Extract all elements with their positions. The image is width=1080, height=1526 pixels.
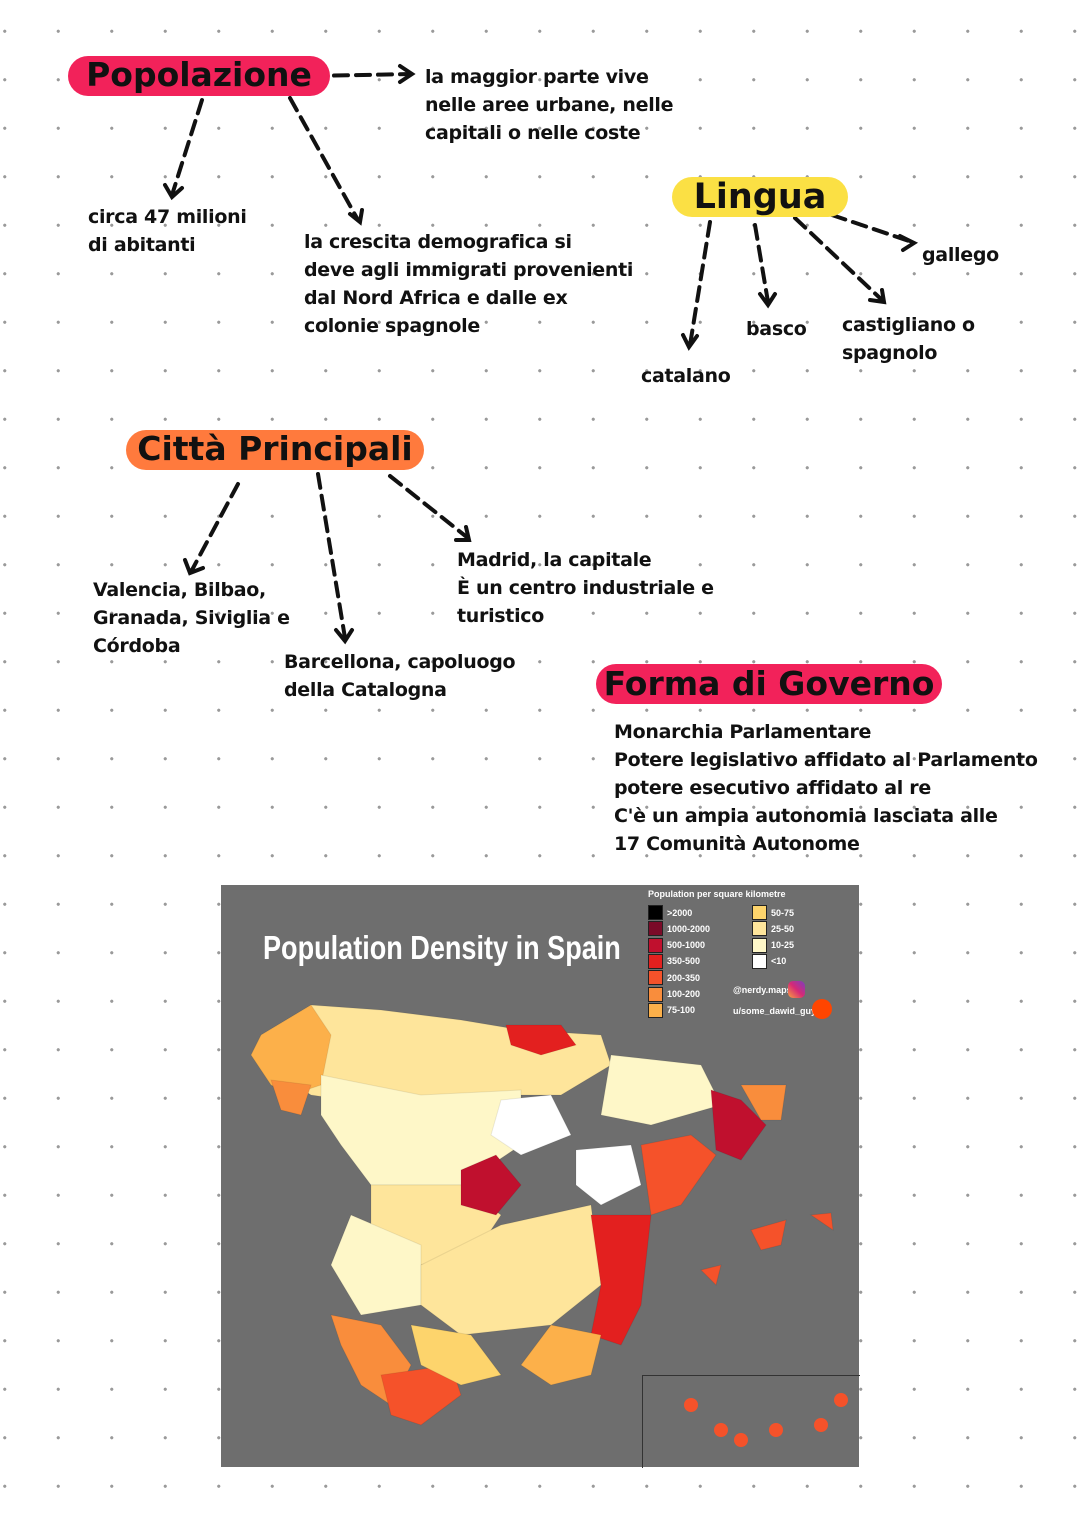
- map-region: [750, 1219, 787, 1251]
- connector-arrows: [163, 64, 919, 645]
- legend-label: 100-200: [667, 989, 701, 999]
- governo-line: Monarchia Parlamentare: [614, 721, 872, 743]
- legend-swatch: [752, 937, 767, 953]
- legend-item: <10: [752, 953, 787, 969]
- legend-item: 50-75: [752, 905, 794, 920]
- instagram-icon: [788, 981, 805, 998]
- lingua-gallego: gallego: [922, 244, 999, 266]
- map-region: [600, 1054, 722, 1126]
- legend-swatch: [752, 921, 767, 937]
- legend-item: 1000-2000: [648, 921, 711, 937]
- map-region: [640, 1134, 717, 1216]
- map-region: [460, 1154, 522, 1216]
- note-demographic-growth: la crescita demografica si deve agli imm…: [304, 231, 634, 337]
- spain-map-regions: [250, 1004, 848, 1447]
- legend-swatch: [648, 986, 663, 1002]
- map-region: [590, 1214, 652, 1346]
- legend-swatch: [648, 937, 663, 953]
- canary-inset-frame: [642, 1375, 860, 1468]
- legend-label: <10: [771, 956, 787, 967]
- map-region: [505, 1024, 577, 1056]
- legend-item: 10-25: [752, 937, 795, 953]
- legend-swatch: [752, 905, 767, 920]
- map-region: [740, 1084, 787, 1121]
- map-region: [270, 1079, 312, 1116]
- legend-swatch: [648, 970, 663, 986]
- legend-item: 350-500: [648, 953, 701, 969]
- legend-label: 500-1000: [667, 940, 706, 951]
- governo-line: 17 Comunità Autonome: [614, 833, 860, 855]
- legend-label: 50-75: [771, 907, 795, 918]
- legend-swatch: [648, 1002, 663, 1018]
- citta-title: Città Principali: [126, 430, 424, 470]
- legend-label: 10-25: [771, 940, 795, 951]
- map-region: [420, 1204, 602, 1336]
- lingua-title: Lingua: [672, 177, 848, 217]
- governo-lines: Monarchia Parlamentare Potere legislativ…: [614, 718, 1038, 858]
- legend-item: 25-50: [752, 921, 795, 937]
- lingua-basco: basco: [746, 318, 807, 340]
- map-region: [710, 1089, 767, 1161]
- legend-label: >2000: [667, 907, 693, 918]
- canary-island: [734, 1433, 748, 1447]
- canary-island: [684, 1398, 698, 1412]
- map-region: [410, 1324, 502, 1386]
- citta-madrid: Madrid, la capitale È un centro industri…: [457, 549, 714, 627]
- map-region: [330, 1214, 422, 1316]
- canary-island: [814, 1418, 828, 1432]
- lingua-castigliano: castigliano o spagnolo: [842, 314, 975, 364]
- legend-title: Population per square kilometre: [648, 889, 786, 899]
- governo-line: Potere legislativo affidato al Parlament…: [614, 749, 1038, 771]
- popolazione-title: Popolazione: [68, 56, 330, 96]
- legend-swatch: [648, 921, 663, 937]
- governo-line: C'è un ampia autonomia lasciata alle: [614, 805, 998, 827]
- legend-label: 200-350: [667, 972, 701, 983]
- legend-swatch: [648, 953, 663, 969]
- legend-label: 75-100: [667, 1005, 696, 1016]
- citta-other-cities: Valencia, Bilbao, Granada, Siviglia e Có…: [93, 579, 290, 657]
- map-region: [490, 1094, 572, 1156]
- population-density-map: Population Density in Spain Population p…: [221, 885, 860, 1468]
- instagram-credit: @nerdy.maps: [733, 985, 792, 995]
- map-region: [700, 1264, 722, 1286]
- legend-item: 500-1000: [648, 937, 706, 953]
- note-urban: la maggior parte vive nelle aree urbane,…: [425, 66, 674, 144]
- reddit-icon: [812, 999, 832, 1019]
- legend-label: 1000-2000: [667, 923, 711, 934]
- governo-title: Forma di Governo: [596, 664, 942, 704]
- governo-line: potere esecutivo affidato al re: [614, 777, 931, 799]
- map-region: [809, 1212, 834, 1232]
- lingua-catalano: catalano: [641, 365, 731, 387]
- canary-island: [834, 1393, 848, 1407]
- legend-item: >2000: [648, 905, 692, 920]
- legend-item: 100-200: [648, 986, 701, 1002]
- legend-label: 350-500: [667, 956, 701, 967]
- legend-label: 25-50: [771, 923, 795, 934]
- legend-swatch: [752, 953, 767, 969]
- map-region: [520, 1324, 602, 1386]
- map-region: [250, 1004, 332, 1096]
- map-title: Population Density in Spain: [263, 929, 621, 966]
- map-region: [575, 1144, 642, 1206]
- citta-barcellona: Barcellona, capoluogo della Catalogna: [284, 651, 516, 701]
- legend-swatch: [648, 905, 663, 920]
- canary-island: [714, 1423, 728, 1437]
- reddit-credit: u/some_dawid_guy: [733, 1006, 817, 1016]
- legend-item: 75-100: [648, 1002, 696, 1018]
- legend-item: 200-350: [648, 970, 701, 986]
- canary-island: [769, 1423, 783, 1437]
- note-population-count: circa 47 milioni di abitanti: [88, 206, 247, 256]
